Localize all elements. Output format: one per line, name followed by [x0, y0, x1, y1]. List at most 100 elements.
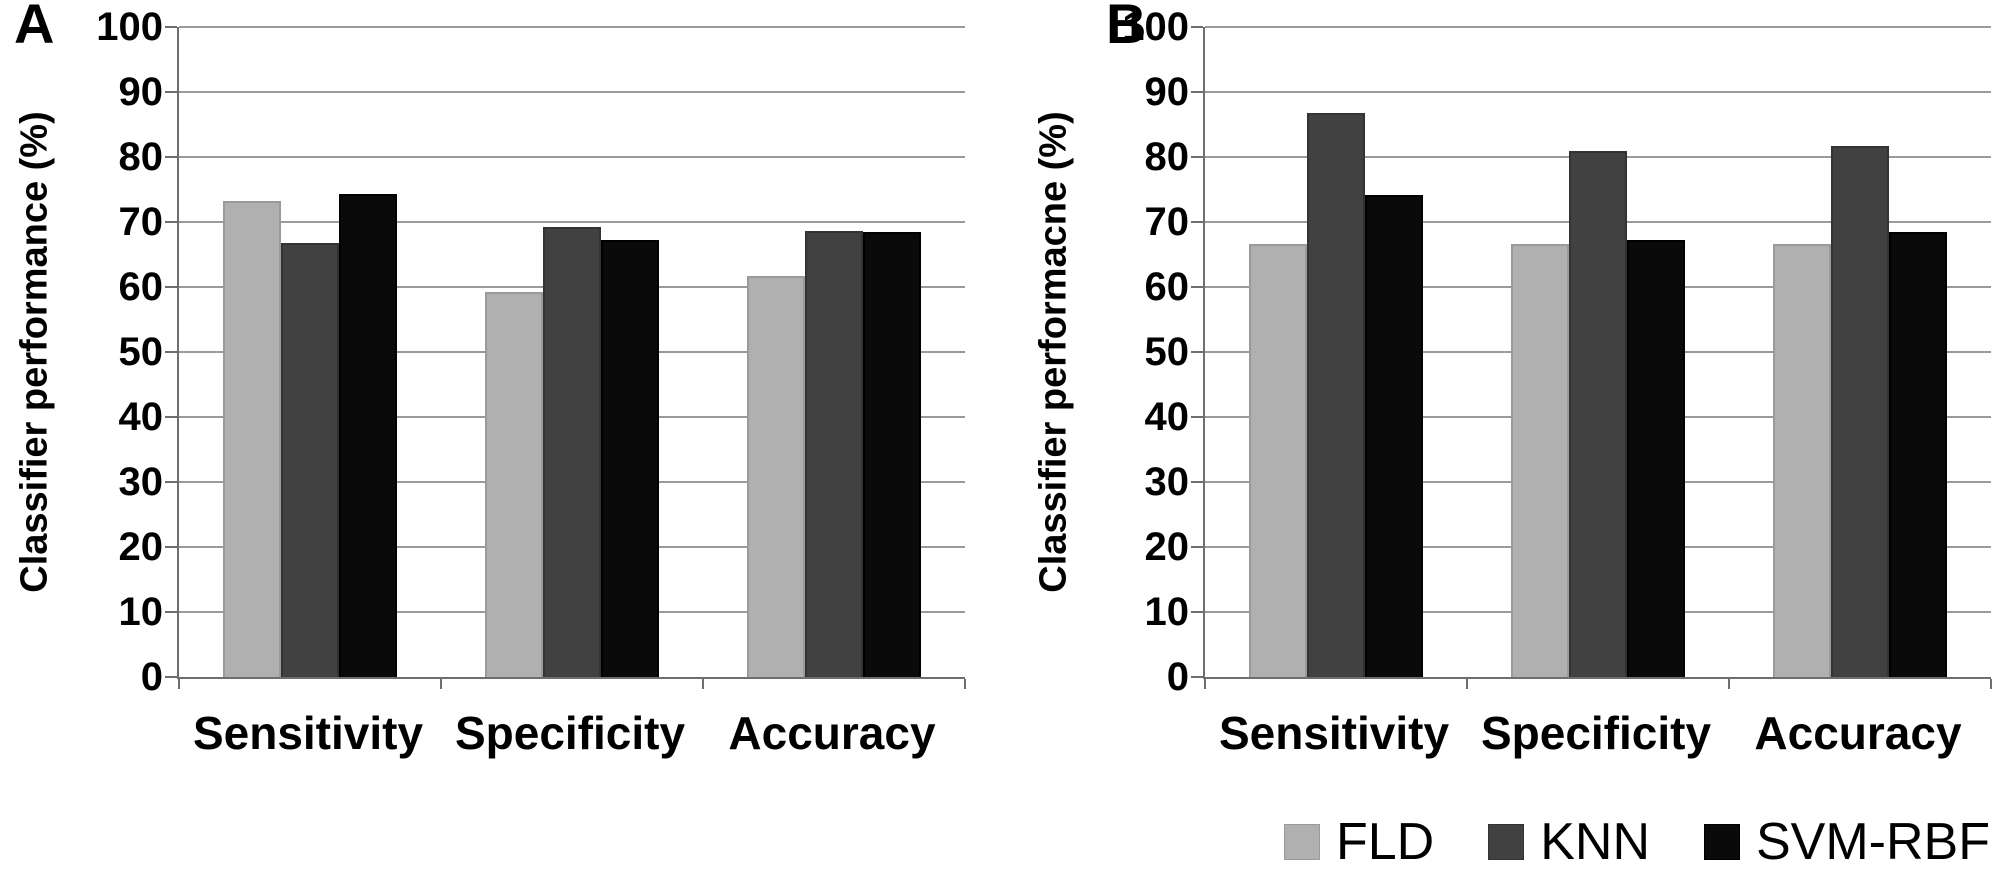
y-tick-label-40: 40 — [1144, 395, 1190, 439]
bar-svm-rbf-sensitivity — [339, 194, 397, 677]
y-axis-tick — [1191, 676, 1203, 678]
y-axis-tick — [1191, 611, 1203, 613]
bar-knn-sensitivity — [281, 243, 339, 677]
x-axis-tick — [439, 679, 442, 689]
y-axis-tick — [1191, 26, 1203, 28]
y-axis-tick — [165, 611, 177, 613]
bar-svm-rbf-accuracy — [1889, 231, 1947, 677]
bar-knn-specificity — [543, 227, 601, 677]
legend-swatch-knn — [1488, 824, 1525, 860]
y-tick-label-60: 60 — [118, 265, 164, 309]
bar-svm-rbf-sensitivity — [1365, 194, 1423, 677]
x-category-label-accuracy: Accuracy — [728, 707, 936, 759]
bar-knn-sensitivity — [1307, 112, 1365, 677]
y-tick-label-40: 40 — [118, 395, 164, 439]
x-axis-tick — [1727, 679, 1730, 689]
y-axis-tick — [1191, 91, 1203, 93]
x-axis-tick — [1990, 679, 1992, 689]
y-tick-label-0: 0 — [140, 655, 163, 699]
gridline-y-100 — [1205, 26, 1991, 28]
y-tick-label-50: 50 — [118, 330, 164, 374]
x-category-label-accuracy: Accuracy — [1754, 707, 1962, 759]
x-category-label-specificity: Specificity — [454, 707, 686, 759]
x-axis-tick — [964, 679, 966, 689]
y-tick-label-100: 100 — [1122, 5, 1189, 49]
y-axis-tick — [165, 546, 177, 548]
legend: FLD KNN SVM-RBF — [1283, 813, 1990, 871]
y-tick-label-50: 50 — [1144, 330, 1190, 374]
gridline-y-90 — [1205, 91, 1991, 93]
legend-item-knn: KNN — [1488, 816, 1650, 868]
x-category-label-sensitivity: Sensitivity — [1218, 707, 1450, 759]
bar-knn-accuracy — [1831, 145, 1889, 677]
x-axis-tick — [1465, 679, 1468, 689]
bar-fld-specificity — [1511, 244, 1569, 677]
bar-knn-accuracy — [805, 231, 863, 677]
x-axis-tick — [701, 679, 704, 689]
bar-knn-specificity — [1569, 151, 1627, 677]
gridline-y-70 — [179, 221, 965, 223]
y-tick-label-10: 10 — [118, 590, 164, 634]
y-axis-tick — [165, 351, 177, 353]
y-tick-label-60: 60 — [1144, 265, 1190, 309]
y-tick-label-70: 70 — [1144, 200, 1190, 244]
y-axis-tick — [165, 91, 177, 93]
legend-item-fld: FLD — [1283, 813, 1435, 871]
panel-b-letter: B — [1106, 0, 1147, 55]
y-axis-tick — [165, 26, 177, 28]
legend-label-svm-rbf: SVM-RBF — [1756, 813, 1990, 871]
gridline-y-90 — [179, 91, 965, 93]
y-axis-tick — [165, 481, 177, 483]
bar-group-sensitivity — [179, 27, 441, 677]
y-tick-label-20: 20 — [1144, 525, 1190, 569]
y-axis-tick — [1191, 286, 1203, 288]
bar-group-specificity — [1467, 27, 1729, 677]
y-tick-label-100: 100 — [96, 5, 163, 49]
bar-group-specificity — [441, 27, 703, 677]
y-tick-label-80: 80 — [1144, 135, 1190, 179]
gridline-y-100 — [179, 26, 965, 28]
y-tick-label-20: 20 — [118, 525, 164, 569]
y-axis-tick — [1191, 221, 1203, 223]
y-tick-label-80: 80 — [118, 135, 164, 179]
y-tick-label-90: 90 — [1144, 70, 1190, 114]
bar-group-accuracy — [1729, 27, 1991, 677]
legend-item-svm-rbf: SVM-RBF — [1704, 816, 1990, 868]
y-axis-tick — [1191, 156, 1203, 158]
legend-swatch-svm-rbf — [1704, 824, 1740, 860]
x-category-label-sensitivity: Sensitivity — [192, 707, 424, 759]
y-axis-tick — [1191, 546, 1203, 548]
y-tick-label-30: 30 — [1144, 460, 1190, 504]
y-axis-tick — [1191, 481, 1203, 483]
panel-a-letter: A — [14, 0, 55, 55]
bar-fld-specificity — [485, 291, 543, 677]
bar-fld-sensitivity — [1249, 244, 1307, 677]
y-axis-tick — [1191, 351, 1203, 353]
y-axis-tick — [165, 676, 177, 678]
bar-group-accuracy — [703, 27, 965, 677]
legend-label-knn: KNN — [1540, 813, 1650, 871]
legend-label-fld: FLD — [1335, 813, 1435, 871]
bar-svm-rbf-specificity — [601, 239, 659, 677]
y-tick-label-70: 70 — [118, 200, 164, 244]
gridline-y-80 — [179, 156, 965, 158]
panel-a-plot-area — [165, 26, 966, 689]
bar-svm-rbf-accuracy — [863, 231, 921, 677]
panel-b-plot-area — [1191, 26, 1992, 689]
y-axis-tick — [1191, 416, 1203, 418]
bar-fld-accuracy — [1773, 244, 1831, 677]
y-tick-label-30: 30 — [118, 460, 164, 504]
bar-fld-accuracy — [747, 275, 805, 677]
y-axis-tick — [165, 416, 177, 418]
x-axis-tick — [1204, 679, 1206, 689]
bar-fld-sensitivity — [223, 201, 281, 677]
y-tick-label-90: 90 — [118, 70, 164, 114]
x-category-label-specificity: Specificity — [1480, 707, 1712, 759]
y-tick-label-10: 10 — [1144, 590, 1190, 634]
y-axis-tick — [165, 221, 177, 223]
bar-group-sensitivity — [1205, 27, 1467, 677]
legend-swatch-fld — [1283, 824, 1320, 860]
y-axis-tick — [165, 156, 177, 158]
bar-svm-rbf-specificity — [1627, 239, 1685, 677]
